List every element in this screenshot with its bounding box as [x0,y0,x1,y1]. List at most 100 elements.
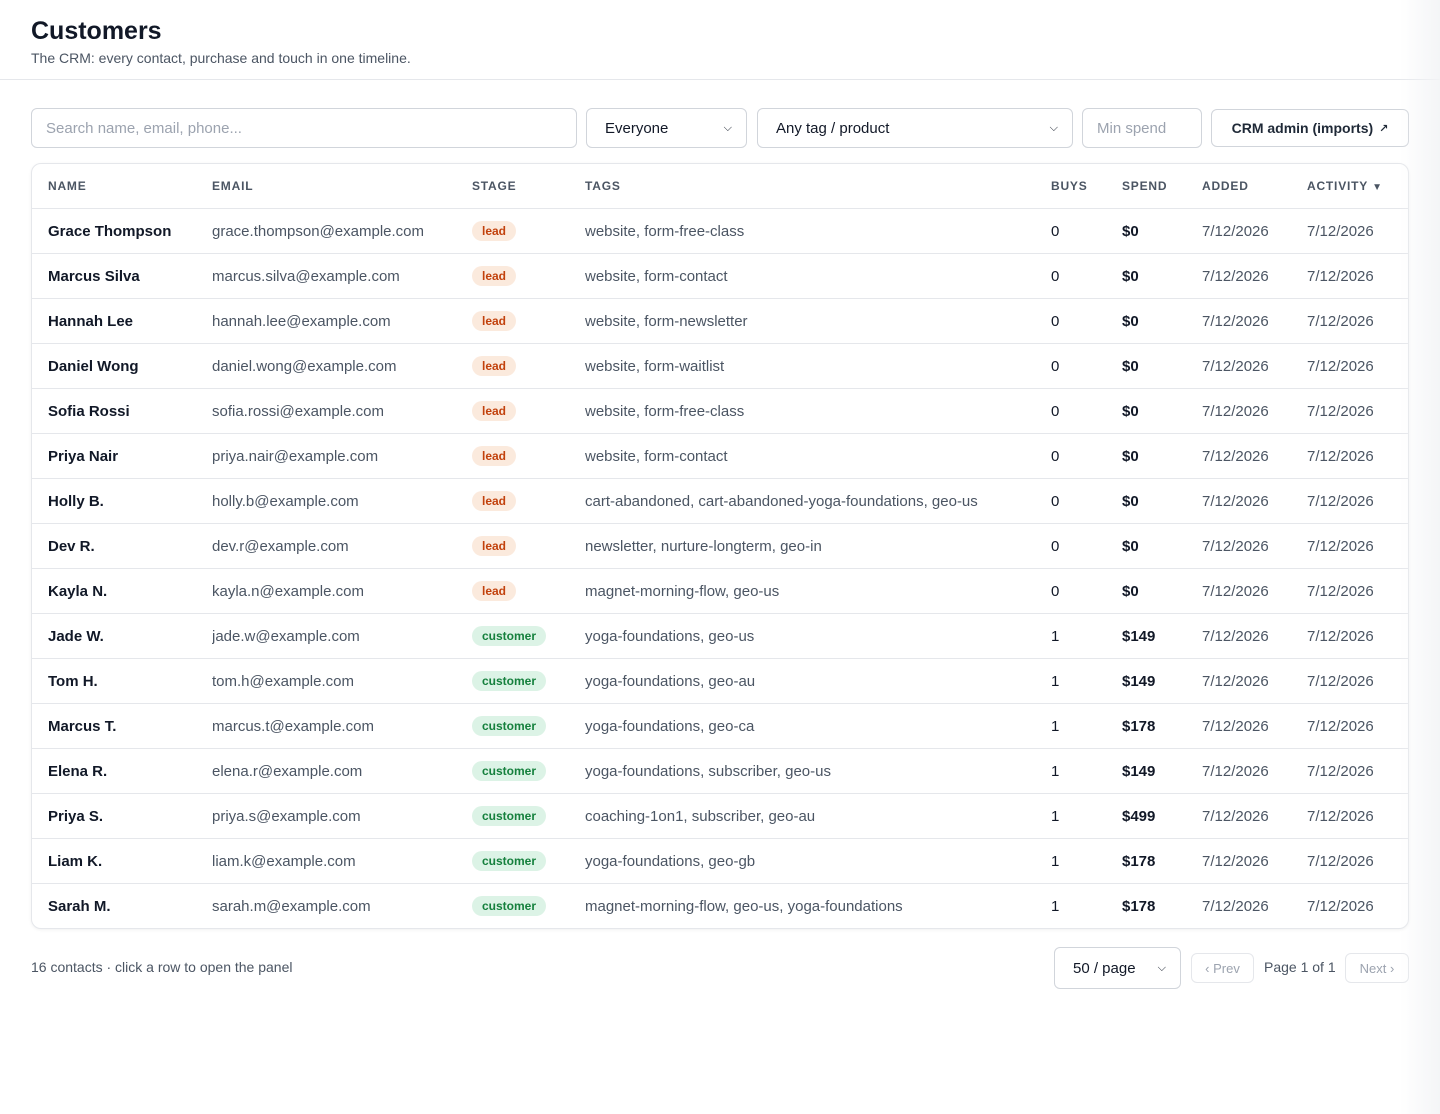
table-row[interactable]: Priya Nair priya.nair@example.com lead webs… [32,433,1408,479]
tags-cell: yoga-foundations, subscriber, geo-us [585,748,1051,794]
added-cell: 7/12/2026 [1202,298,1307,344]
column-header-email[interactable]: EMAIL [212,164,472,209]
table-row[interactable]: Liam K. liam.k@example.com customer yoga-fo… [32,838,1408,884]
email-cell: liam.k@example.com [212,838,472,884]
buys-cell: 0 [1051,568,1122,614]
crm-admin-label: CRM admin (imports) [1231,120,1374,136]
table-row[interactable]: Holly B. holly.b@example.com lead cart-aban… [32,478,1408,524]
buys-cell: 1 [1051,793,1122,839]
buys-cell: 0 [1051,208,1122,254]
name-cell: Grace Thompson [32,208,212,254]
table-row[interactable]: Kayla N. kayla.n@example.com lead magnet-mo… [32,568,1408,614]
tags-cell: coaching-1on1, subscriber, geo-au [585,793,1051,839]
name-cell: Hannah Lee [32,298,212,344]
activity-cell: 7/12/2026 [1307,388,1408,434]
customers-table: NAME EMAIL STAGE TAGS BUYS SPEND ADDED A… [32,164,1408,928]
column-header-name[interactable]: NAME [32,164,212,209]
name-cell: Elena R. [32,748,212,794]
table-row[interactable]: Daniel Wong daniel.wong@example.com lead we… [32,343,1408,389]
sort-desc-icon: ▼ [1372,182,1383,193]
table-row[interactable]: Marcus T. marcus.t@example.com customer yog… [32,703,1408,749]
tags-cell: magnet-morning-flow, geo-us [585,568,1051,614]
stage-badge: lead [472,581,517,601]
page-indicator: Page 1 of 1 [1264,959,1336,975]
stage-cell: lead [472,478,585,524]
added-cell: 7/12/2026 [1202,343,1307,389]
stage-cell: lead [472,298,585,344]
spend-cell: $0 [1122,523,1202,569]
column-header-stage[interactable]: STAGE [472,164,585,209]
crm-admin-button[interactable]: CRM admin (imports) ↗ [1211,109,1409,147]
next-page-button[interactable]: Next › [1345,953,1409,983]
activity-cell: 7/12/2026 [1307,343,1408,389]
table-header-row: NAME EMAIL STAGE TAGS BUYS SPEND ADDED A… [32,164,1408,209]
table-row[interactable]: Hannah Lee hannah.lee@example.com lead webs… [32,298,1408,344]
spend-cell: $0 [1122,478,1202,524]
activity-cell: 7/12/2026 [1307,253,1408,299]
chevron-down-icon: ⌵ [1157,961,1166,974]
prev-page-button[interactable]: ‹ Prev [1191,953,1254,983]
table-row[interactable]: Tom H. tom.h@example.com customer yoga-foun… [32,658,1408,704]
tag-product-select[interactable]: Any tag / product ⌵ [757,108,1073,148]
table-row[interactable]: Grace Thompson grace.thompson@example.com… [32,208,1408,254]
activity-cell: 7/12/2026 [1307,523,1408,569]
min-spend-input[interactable] [1082,108,1202,148]
table-row[interactable]: Dev R. dev.r@example.com lead newsletter, n… [32,523,1408,569]
buys-cell: 0 [1051,478,1122,524]
stage-cell: customer [472,658,585,704]
tags-cell: website, form-newsletter [585,298,1051,344]
buys-cell: 1 [1051,748,1122,794]
email-cell: priya.s@example.com [212,793,472,839]
email-cell: sofia.rossi@example.com [212,388,472,434]
added-cell: 7/12/2026 [1202,658,1307,704]
page-header: Customers The CRM: every contact, purcha… [0,0,1440,80]
stage-cell: customer [472,884,585,929]
activity-cell: 7/12/2026 [1307,478,1408,524]
spend-cell: $178 [1122,703,1202,749]
search-input[interactable] [31,108,577,148]
spend-cell: $149 [1122,748,1202,794]
table-row[interactable]: Sarah M. sarah.m@example.com customer magne… [32,884,1408,929]
table-row[interactable]: Sofia Rossi sofia.rossi@example.com lead we… [32,388,1408,434]
activity-cell: 7/12/2026 [1307,613,1408,659]
spend-cell: $178 [1122,838,1202,884]
per-page-select[interactable]: 50 / page ⌵ [1054,947,1181,989]
email-cell: priya.nair@example.com [212,433,472,479]
spend-cell: $499 [1122,793,1202,839]
tags-cell: website, form-free-class [585,388,1051,434]
email-cell: dev.r@example.com [212,523,472,569]
column-header-buys[interactable]: BUYS [1051,164,1122,209]
buys-cell: 1 [1051,897,1060,915]
audience-select[interactable]: Everyone ⌵ [586,108,747,148]
table-row[interactable]: Marcus Silva marcus.silva@example.com lead… [32,253,1408,299]
tags-cell: website, form-contact [585,253,1051,299]
tags-cell: yoga-foundations, geo-us [585,613,1051,659]
column-header-activity[interactable]: ACTIVITY ▼ [1307,164,1408,209]
added-cell: 7/12/2026 [1202,523,1307,569]
buys-cell: 0 [1051,343,1122,389]
email-cell: marcus.t@example.com [212,703,472,749]
email-cell: holly.b@example.com [212,478,472,524]
name-cell: Marcus T. [32,703,212,749]
spend-cell: $0 [1122,298,1202,344]
page-subtitle: The CRM: every contact, purchase and tou… [31,50,411,66]
buys-cell: 0 [1051,388,1122,434]
stage-cell: lead [472,253,585,299]
chevron-down-icon: ⌵ [723,121,732,134]
table-row[interactable]: Elena R. elena.r@example.com customer yoga-… [32,748,1408,794]
name-cell: Tom H. [32,658,212,704]
tag-select-value: Any tag / product [776,119,890,137]
stage-badge: customer [472,806,547,826]
name-cell: Priya Nair [32,433,212,479]
spend-cell: $0 [1122,568,1202,614]
column-header-spend[interactable]: SPEND [1122,164,1202,209]
column-header-added[interactable]: ADDED [1202,164,1307,209]
table-row[interactable]: Priya S. priya.s@example.com customer coach… [32,793,1408,839]
column-header-tags[interactable]: TAGS [585,164,1051,209]
stage-cell: lead [472,523,585,569]
table-row[interactable]: Jade W. jade.w@example.com customer yoga-fo… [32,613,1408,659]
email-cell: daniel.wong@example.com [212,343,472,389]
table-body: Grace Thompson grace.thompson@example.com… [32,208,1408,929]
added-cell: 7/12/2026 [1202,253,1307,299]
per-page-value: 50 / page [1073,959,1136,977]
